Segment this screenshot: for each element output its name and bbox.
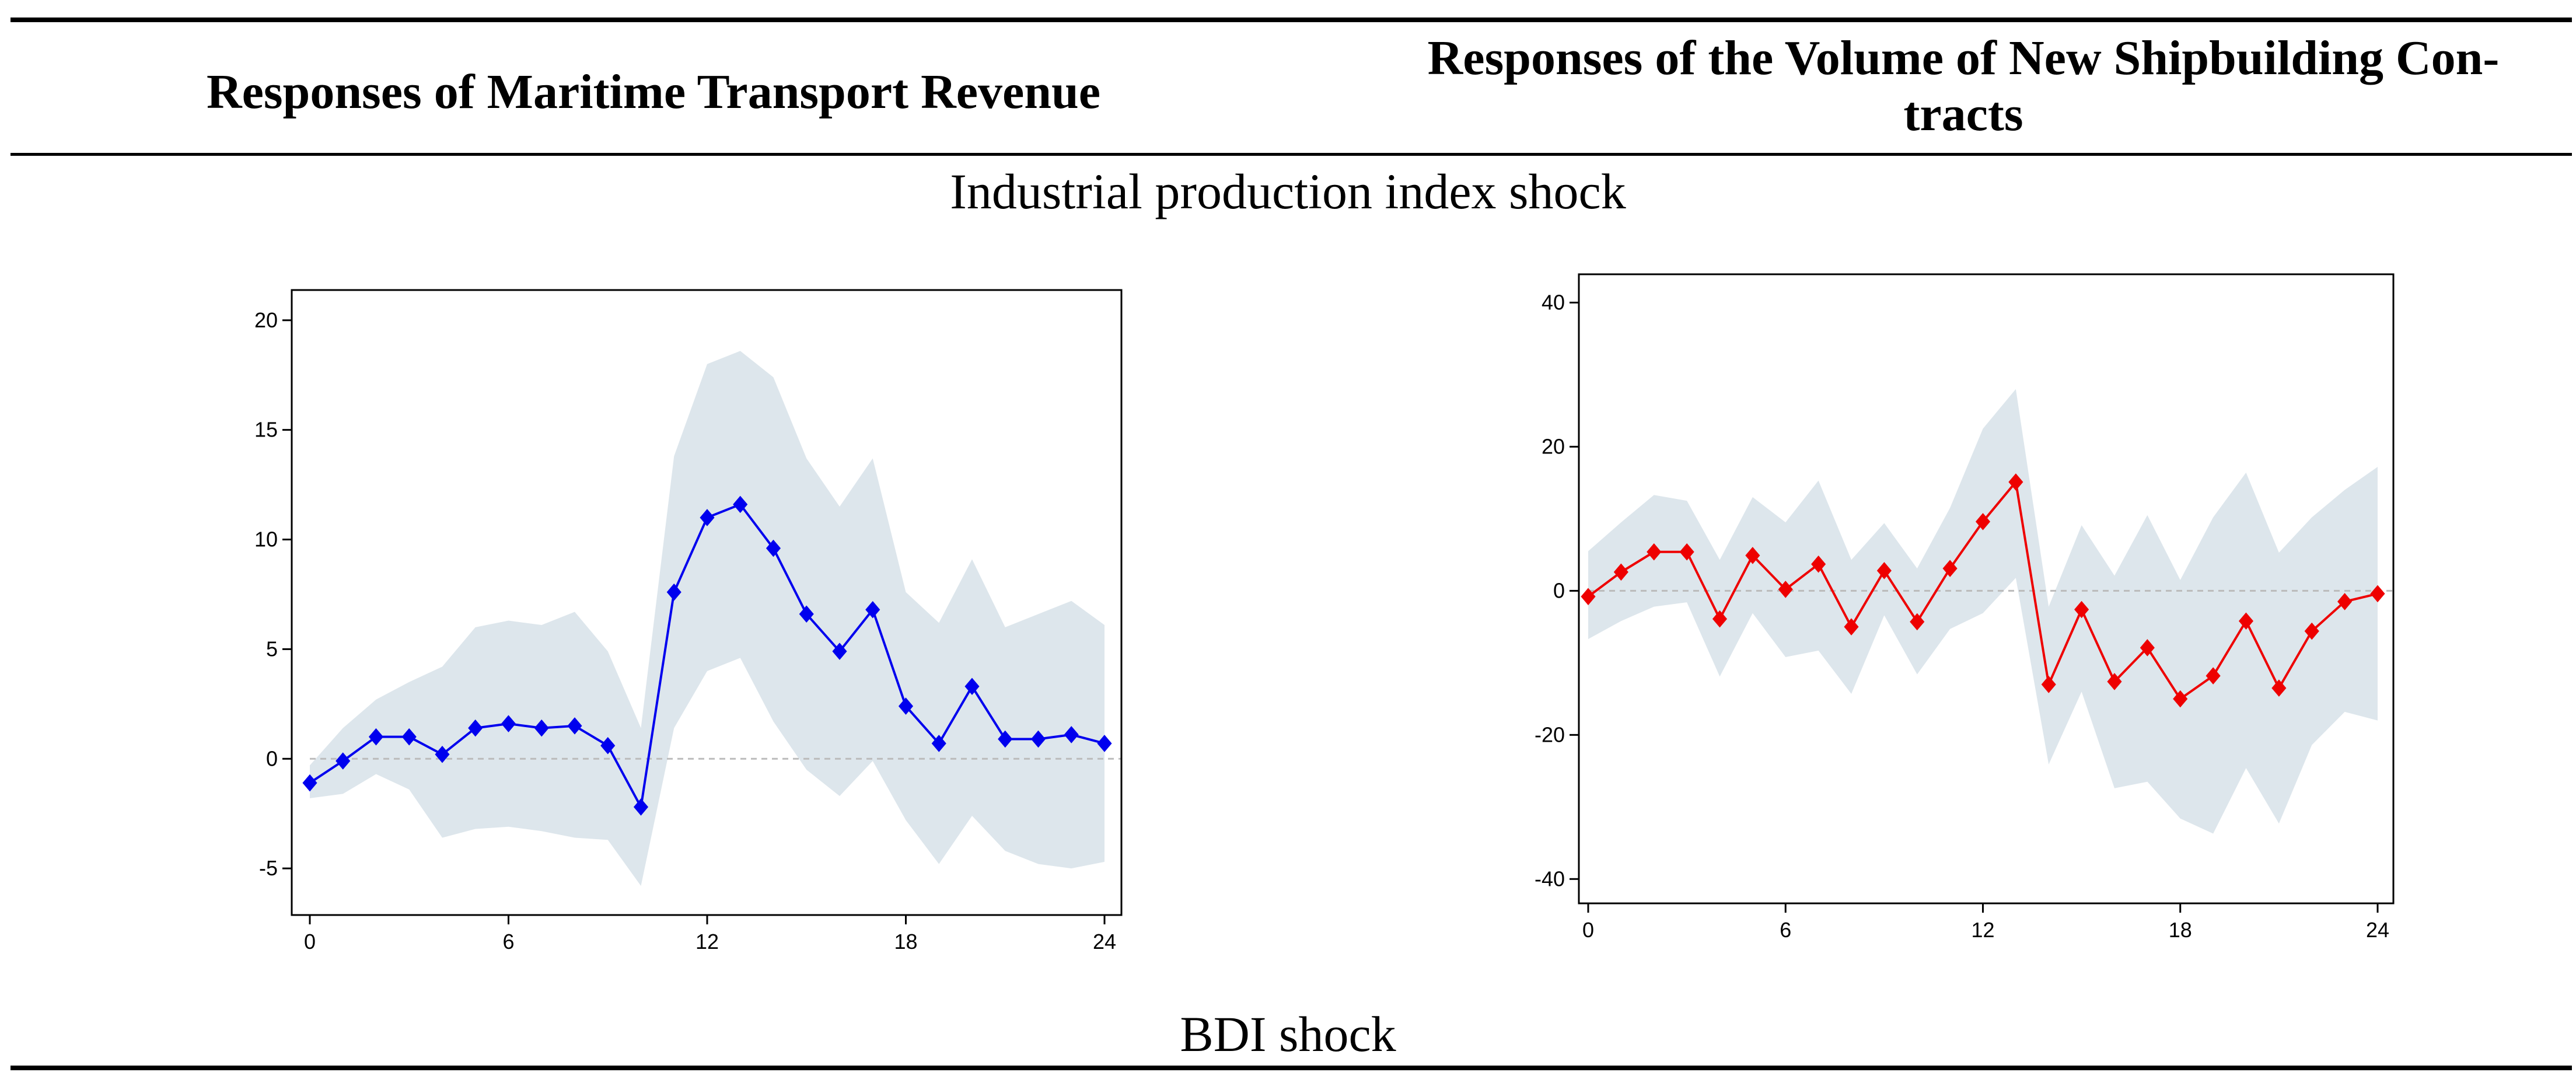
right-x-tick-label: 24 bbox=[2366, 918, 2389, 942]
plot-area-left: -5 0 5 10 15 20 0 6 12 18 24 bbox=[254, 289, 1123, 954]
bottom-rule bbox=[11, 1066, 2572, 1070]
left-y-tick-label: -5 bbox=[259, 856, 278, 880]
right-y-tick-label: 20 bbox=[1542, 434, 1565, 458]
right-point bbox=[1745, 547, 1760, 564]
section-label-bdi: BDI shock bbox=[1180, 1006, 1396, 1062]
right-point bbox=[1975, 513, 1991, 530]
right-point bbox=[2370, 585, 2385, 603]
left-point bbox=[832, 642, 847, 660]
left-confidence-band bbox=[310, 351, 1105, 886]
left-point bbox=[1030, 730, 1046, 748]
right-y-tick-label: 0 bbox=[1553, 578, 1565, 602]
right-point bbox=[2107, 673, 2122, 690]
left-point bbox=[931, 735, 946, 752]
left-point bbox=[1097, 735, 1112, 752]
left-point bbox=[998, 730, 1013, 748]
right-point bbox=[2074, 600, 2089, 619]
right-point bbox=[1942, 560, 1958, 577]
right-point bbox=[1876, 562, 1892, 579]
left-x-tick-label: 24 bbox=[1093, 930, 1116, 954]
right-point bbox=[2304, 622, 2319, 640]
left-point bbox=[368, 728, 384, 746]
section-label-industrial-production: Industrial production index shock bbox=[950, 163, 1626, 219]
right-point bbox=[1910, 613, 1925, 631]
right-point bbox=[2173, 690, 2188, 708]
right-y-tick-label: -40 bbox=[1535, 867, 1565, 891]
left-x-tick-label: 6 bbox=[502, 930, 514, 954]
left-point bbox=[666, 583, 681, 601]
left-point bbox=[335, 752, 351, 770]
left-point bbox=[964, 678, 980, 696]
right-x-tick-label: 0 bbox=[1582, 918, 1594, 942]
left-point bbox=[468, 719, 483, 737]
right-point bbox=[1844, 618, 1859, 635]
left-y-tick-label: 15 bbox=[254, 418, 278, 442]
left-y-tick-label: 5 bbox=[266, 637, 278, 661]
right-point bbox=[2205, 667, 2221, 685]
top-rule bbox=[11, 18, 2572, 22]
left-point bbox=[401, 728, 417, 746]
left-point bbox=[501, 715, 516, 732]
left-x-tick-label: 12 bbox=[695, 930, 719, 954]
left-point bbox=[435, 745, 450, 763]
right-x-tick-label: 18 bbox=[2169, 918, 2192, 942]
left-point bbox=[633, 798, 649, 816]
left-point bbox=[1064, 726, 1079, 743]
right-point bbox=[1613, 563, 1628, 581]
right-x-tick-label: 6 bbox=[1780, 918, 1791, 942]
left-point bbox=[700, 509, 715, 526]
right-y-tick-label: 40 bbox=[1542, 291, 1565, 315]
plot-area-right: -40 -20 0 20 40 0 6 12 18 24 bbox=[1535, 273, 2395, 942]
right-point bbox=[2008, 473, 2023, 491]
column-header-line2: tracts bbox=[1903, 87, 2023, 141]
column-header-line1: Responses of the Volume of New Shipbuild… bbox=[1427, 31, 2500, 85]
right-point bbox=[2337, 593, 2353, 610]
right-point bbox=[2140, 639, 2155, 657]
left-x-tick-label: 0 bbox=[304, 930, 316, 954]
right-point bbox=[2041, 676, 2056, 693]
right-point bbox=[2271, 679, 2287, 697]
right-confidence-band bbox=[1588, 389, 2378, 834]
left-point bbox=[733, 495, 748, 514]
left-point bbox=[600, 736, 616, 755]
left-x-tick-label: 18 bbox=[894, 930, 917, 954]
right-y-tick-label: -20 bbox=[1535, 722, 1565, 746]
left-point bbox=[799, 605, 814, 623]
left-y-tick-label: 10 bbox=[254, 528, 278, 551]
left-point bbox=[865, 600, 880, 619]
column-header-shipbuilding-contracts: Responses of the Volume of New Shipbuild… bbox=[1359, 30, 2567, 142]
right-frame bbox=[1578, 273, 2395, 905]
right-point bbox=[1679, 543, 1694, 561]
right-x-tick-label: 12 bbox=[1971, 918, 1994, 942]
left-point bbox=[302, 774, 317, 792]
left-point bbox=[567, 717, 582, 735]
right-point bbox=[1581, 588, 1596, 606]
left-point bbox=[766, 539, 781, 557]
column-header-maritime-revenue: Responses of Maritime Transport Revenue bbox=[206, 65, 1101, 119]
right-point bbox=[2238, 612, 2254, 630]
header-rule bbox=[11, 153, 2572, 156]
right-point bbox=[1712, 610, 1728, 628]
left-point bbox=[898, 697, 914, 715]
left-y-tick-label: 0 bbox=[266, 746, 278, 770]
right-point bbox=[1811, 555, 1826, 573]
left-point bbox=[534, 719, 549, 737]
right-point bbox=[1778, 581, 1793, 598]
left-y-tick-label: 20 bbox=[254, 308, 278, 332]
right-point bbox=[1647, 543, 1662, 561]
